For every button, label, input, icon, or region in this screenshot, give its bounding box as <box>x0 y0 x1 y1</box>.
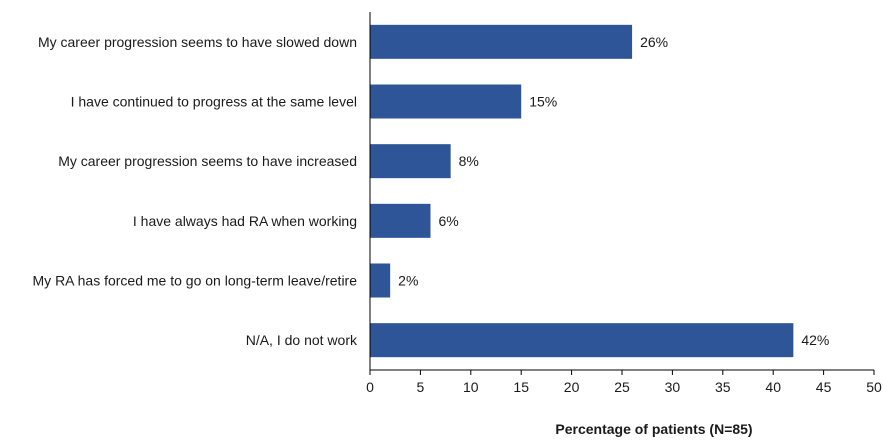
x-tick-label-8: 40 <box>765 379 781 395</box>
x-axis-ticks: 0 5 10 15 20 25 30 35 40 45 50 <box>366 370 882 395</box>
x-tick-label-0: 0 <box>366 379 374 395</box>
x-tick-label-4: 20 <box>564 379 580 395</box>
data-label-3: 6% <box>438 213 458 229</box>
category-label-1: I have continued to progress at the same… <box>71 94 357 110</box>
category-labels: My career progression seems to have slow… <box>33 34 358 348</box>
category-label-5: N/A, I do not work <box>246 332 358 348</box>
bar-1 <box>370 84 522 119</box>
category-label-3: I have always had RA when working <box>133 213 357 229</box>
bar-2 <box>370 144 451 179</box>
x-tick-label-7: 35 <box>715 379 731 395</box>
data-label-5: 42% <box>801 332 829 348</box>
data-label-4: 2% <box>398 273 418 289</box>
category-label-2: My career progression seems to have incr… <box>58 153 357 169</box>
bar-4 <box>370 263 391 298</box>
x-tick-label-5: 25 <box>614 379 630 395</box>
x-tick-label-6: 30 <box>665 379 681 395</box>
bars-layer <box>370 24 794 358</box>
data-label-1: 15% <box>529 94 557 110</box>
x-axis-title: Percentage of patients (N=85) <box>555 421 752 437</box>
bar-0 <box>370 24 633 59</box>
x-axis <box>369 12 874 371</box>
x-tick-label-3: 15 <box>513 379 529 395</box>
x-tick-label-2: 10 <box>463 379 479 395</box>
data-label-0: 26% <box>640 34 668 50</box>
bar-5 <box>370 323 794 358</box>
bar-3 <box>370 203 431 238</box>
x-tick-label-9: 45 <box>816 379 832 395</box>
data-label-2: 8% <box>459 153 479 169</box>
category-label-4: My RA has forced me to go on long-term l… <box>33 273 358 289</box>
data-labels: 26% 15% 8% 6% 2% 42% <box>398 34 829 348</box>
x-tick-label-10: 50 <box>866 379 882 395</box>
x-tick-label-1: 5 <box>417 379 425 395</box>
category-label-0: My career progression seems to have slow… <box>38 34 357 50</box>
